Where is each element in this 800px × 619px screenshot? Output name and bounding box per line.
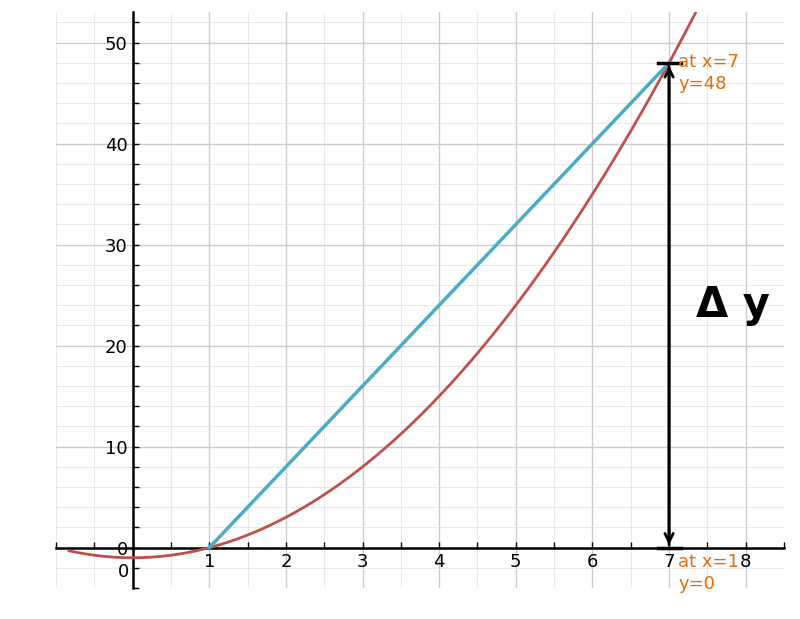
Text: 0: 0 — [118, 563, 129, 581]
Text: at x=1
y=0: at x=1 y=0 — [678, 553, 739, 593]
Text: at x=7
y=48: at x=7 y=48 — [678, 53, 739, 93]
Text: Δ y: Δ y — [696, 284, 770, 326]
